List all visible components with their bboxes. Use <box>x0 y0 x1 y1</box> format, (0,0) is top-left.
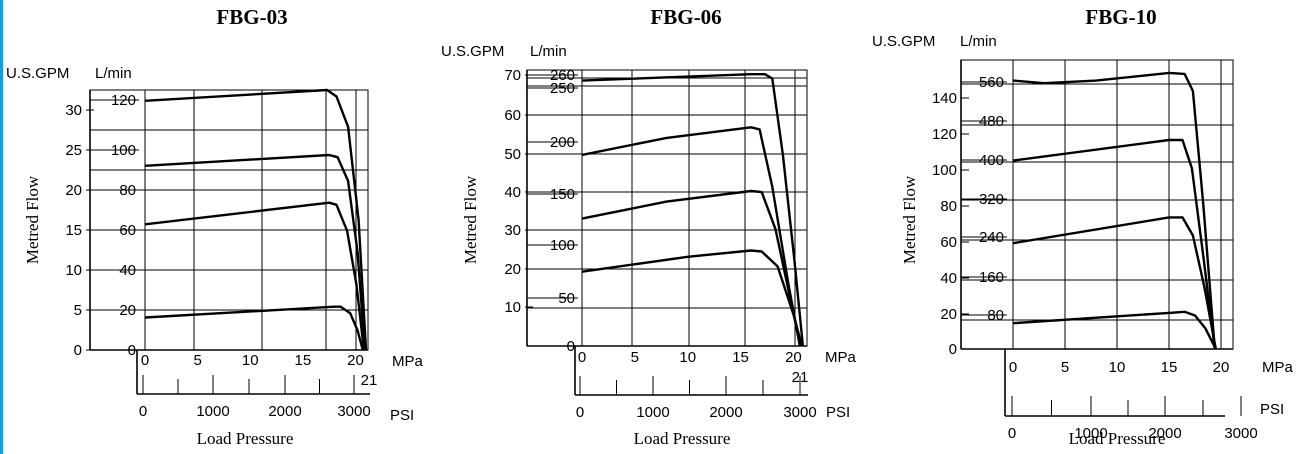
x-tick-label-mpa: 5 <box>193 352 201 369</box>
chart-fbg-06: FBG-06 Metred Flow Load Pressure U.S.GPM… <box>441 5 857 448</box>
y-tick-label-gpm: 20 <box>65 182 82 199</box>
x-tick-label-mpa: 0 <box>1009 359 1017 376</box>
x-tick-label-psi: 0 <box>1008 425 1016 442</box>
x-tick-label-mpa: 20 <box>347 352 364 369</box>
y-unit-gpm: U.S.GPM <box>441 43 504 60</box>
y-tick-label-gpm: 25 <box>65 142 82 159</box>
y-unit-lmin: L/min <box>960 33 997 50</box>
x-axis-label: Load Pressure <box>634 429 731 448</box>
chart-fbg-03: FBG-03 Metred Flow Load Pressure U.S.GPM… <box>6 5 424 448</box>
x-tick-label-psi: 1000 <box>636 404 669 421</box>
left-edge-accent <box>0 0 3 454</box>
y-tick-label-gpm: 10 <box>65 262 82 279</box>
x-tick-label-psi: 3000 <box>783 404 816 421</box>
x-unit-psi: PSI <box>826 404 850 421</box>
y-tick-label-gpm: 0 <box>949 341 957 358</box>
x-tick-label-psi: 3000 <box>1224 425 1257 442</box>
flow-curve-3 <box>581 126 801 347</box>
flow-curve-3 <box>1012 138 1216 350</box>
flow-curve-3 <box>144 153 367 351</box>
y-tick-label-gpm: 120 <box>932 126 957 143</box>
x-tick-label-mpa: 15 <box>732 349 749 366</box>
chart-title: FBG-03 <box>216 5 287 29</box>
x-tick-label-mpa: 10 <box>1109 359 1126 376</box>
x-unit-mpa: MPa <box>825 349 857 366</box>
y-unit-gpm: U.S.GPM <box>6 65 69 82</box>
y-tick-label-gpm: 80 <box>940 198 957 215</box>
y-tick-label-gpm: 60 <box>504 107 521 124</box>
x-tick-label-mpa: 20 <box>785 349 802 366</box>
flow-curve-4 <box>1012 71 1216 350</box>
flow-curve-4 <box>581 73 805 347</box>
y-unit-lmin: L/min <box>95 65 132 82</box>
chart-title: FBG-06 <box>650 5 721 29</box>
y-tick-label-gpm: 15 <box>65 222 82 239</box>
y-axis-label: Metred Flow <box>461 175 480 264</box>
x-tick-label-mpa: 0 <box>578 349 586 366</box>
y-tick-label-gpm: 100 <box>932 162 957 179</box>
y-tick-label-gpm: 40 <box>940 270 957 287</box>
flow-curve-2 <box>1012 216 1217 350</box>
x-tick-label-mpa: 20 <box>1213 359 1230 376</box>
x-tick-label-mpa: 15 <box>1161 359 1178 376</box>
y-tick-label-gpm: 5 <box>74 302 82 319</box>
y-tick-label-gpm: 50 <box>504 146 521 163</box>
y-tick-label-gpm: 20 <box>504 261 521 278</box>
x-tick-label-psi: 2000 <box>709 404 742 421</box>
y-tick-label-gpm: 140 <box>932 90 957 107</box>
x-tick-label-mpa: 10 <box>242 352 259 369</box>
flow-curve-1 <box>144 305 364 351</box>
y-tick-label-gpm: 20 <box>940 306 957 323</box>
x-tick-label-mpa: 15 <box>295 352 312 369</box>
chart-fbg-10: FBG-10 Metred Flow Load Pressure U.S.GPM… <box>872 5 1294 448</box>
x-tick-label-psi: 2000 <box>268 403 301 420</box>
x-tick-label-psi: 3000 <box>337 403 370 420</box>
x-tick-label-mpa: 5 <box>1061 359 1069 376</box>
y-tick-label-gpm: 60 <box>940 234 957 251</box>
y-unit-lmin: L/min <box>530 43 567 60</box>
x-tick-label-mpa: 0 <box>141 352 149 369</box>
y-tick-label-gpm: 30 <box>504 222 521 239</box>
chart-title: FBG-10 <box>1085 5 1156 29</box>
x-unit-mpa: MPa <box>392 353 424 370</box>
x-tick-label-psi: 1000 <box>196 403 229 420</box>
y-tick-label-gpm: 0 <box>74 342 82 359</box>
y-axis-label: Metred Flow <box>900 175 919 264</box>
y-axis-label: Metred Flow <box>23 175 42 264</box>
x-tick-label-mpa: 10 <box>679 349 696 366</box>
x-tick-label-psi: 0 <box>139 403 147 420</box>
x-tick-label-psi: 1000 <box>1074 425 1107 442</box>
x-unit-psi: PSI <box>390 407 414 424</box>
y-tick-label-gpm: 40 <box>504 184 521 201</box>
flow-curve-2 <box>144 201 366 351</box>
x-tick-label-mpa-end: 21 <box>361 372 378 389</box>
flow-curve-1 <box>1012 310 1217 350</box>
flow-curve-1 <box>581 249 804 347</box>
y-unit-gpm: U.S.GPM <box>872 33 935 50</box>
x-unit-mpa: MPa <box>1262 359 1294 376</box>
y-tick-label-gpm: 30 <box>65 102 82 119</box>
y-tick-label-gpm: 70 <box>504 67 521 84</box>
x-tick-label-psi: 0 <box>576 404 584 421</box>
x-unit-psi: PSI <box>1260 401 1284 418</box>
x-axis-label: Load Pressure <box>197 429 294 448</box>
x-axis-label: Load Pressure <box>1069 429 1166 448</box>
y-tick-label-gpm: 10 <box>504 299 521 316</box>
x-tick-label-mpa: 5 <box>631 349 639 366</box>
x-tick-label-psi: 2000 <box>1148 425 1181 442</box>
flow-curve-4 <box>144 88 368 351</box>
